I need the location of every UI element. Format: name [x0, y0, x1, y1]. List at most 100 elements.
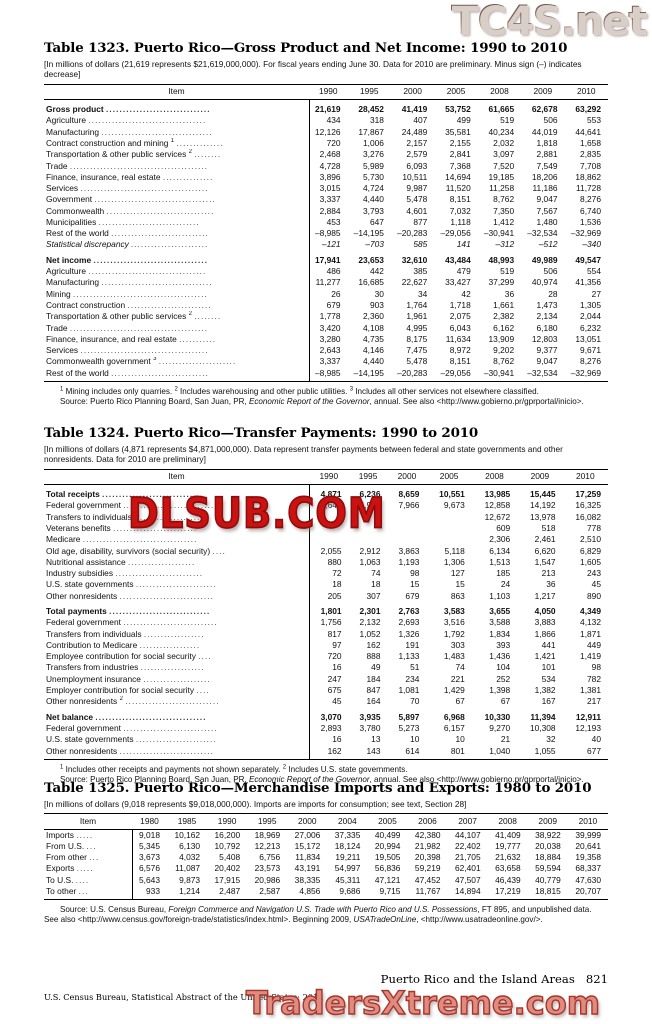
- data-cell: 20,994: [374, 840, 401, 851]
- table-row: Trade ..................................…: [44, 322, 608, 335]
- data-cell: 534: [541, 673, 556, 684]
- data-cell: 585: [413, 239, 428, 250]
- data-cell: 3,280: [308, 334, 348, 346]
- row-label: U.S. state governments .................…: [46, 579, 217, 590]
- data-cell: 28: [548, 288, 558, 299]
- row-label: Net income .............................…: [46, 254, 209, 265]
- data-cell: 45: [591, 579, 601, 590]
- row-label: Mining .................................…: [46, 288, 208, 299]
- data-cell: 4,132: [580, 617, 601, 628]
- data-cell: 2,075: [449, 311, 471, 322]
- data-cell: 98: [591, 662, 601, 673]
- data-cell: 1,658: [580, 137, 601, 148]
- data-cell: 243: [587, 568, 601, 579]
- data-cell: [388, 512, 427, 523]
- data-cell: –8,985: [308, 228, 348, 240]
- data-cell: 47,630: [575, 874, 601, 885]
- table-body: Gross product ..........................…: [44, 99, 608, 382]
- column-header-year: 2000: [387, 468, 427, 486]
- data-cell: 4,050: [534, 606, 556, 617]
- data-cell: 9,715: [367, 886, 408, 901]
- data-cell: 24,489: [401, 126, 428, 137]
- data-cell: 67: [455, 696, 465, 707]
- data-cell: 13,985: [484, 489, 511, 500]
- data-cell: 11,186: [532, 183, 558, 194]
- column-header-year: 2000: [390, 83, 435, 101]
- data-cell: –512: [538, 239, 558, 250]
- data-cell: 6,756: [259, 852, 281, 863]
- data-cell: 40,974: [531, 277, 558, 288]
- data-cell: 1,792: [443, 628, 465, 639]
- data-cell: [426, 534, 471, 545]
- column-header-year: 2009: [521, 83, 565, 101]
- data-cell: 2,032: [493, 137, 515, 148]
- data-cell: 1,381: [580, 685, 601, 696]
- data-cell: 5,643: [131, 875, 167, 887]
- row-label: Imports .....: [46, 829, 94, 840]
- column-header-year: 1995: [247, 813, 288, 830]
- data-cell: 43,191: [294, 863, 321, 874]
- row-label: Trade ..................................…: [46, 160, 209, 171]
- data-cell: 11,394: [530, 711, 556, 722]
- data-cell: 8,762: [493, 194, 515, 205]
- table-row: Imports ..... 9,018 10,162 16,200 18,969 27,0…: [44, 829, 608, 841]
- data-cell: 4,108: [362, 322, 384, 333]
- data-cell: 30: [374, 288, 384, 299]
- data-cell: –14,195: [353, 228, 384, 239]
- data-cell: –32,534: [527, 228, 558, 239]
- data-cell: 40,779: [535, 874, 561, 885]
- data-cell: 4,995: [406, 322, 428, 333]
- data-cell: 26: [308, 289, 348, 301]
- column-header-year: 2008: [477, 83, 522, 101]
- data-cell: 8,762: [493, 356, 515, 367]
- data-cell: 4,871: [308, 484, 349, 501]
- data-cell: 16: [308, 734, 349, 746]
- data-cell: [426, 512, 471, 523]
- data-cell: 18,862: [575, 171, 601, 182]
- data-cell: 72: [308, 568, 349, 580]
- data-cell: –20,283: [390, 368, 435, 382]
- row-label: Agriculture ............................…: [46, 115, 207, 126]
- data-cell: 185: [496, 568, 511, 579]
- row-label: Medicare ...............................…: [46, 534, 198, 545]
- data-cell: 36: [546, 579, 556, 590]
- data-cell: 7,567: [536, 205, 558, 216]
- table-row: Contract construction and mining 1 .....…: [44, 137, 608, 150]
- row-label: From U.S. ...: [46, 840, 97, 851]
- data-cell: 9,047: [536, 194, 558, 205]
- data-cell: 4,724: [362, 183, 384, 194]
- data-cell: 45: [308, 696, 349, 708]
- table-row: Municipalities .........................…: [44, 217, 608, 229]
- column-header-year: 2000: [287, 813, 328, 830]
- data-cell: 3,655: [489, 606, 511, 617]
- table-title: Table 1324. Puerto Rico—Transfer Payment…: [44, 425, 479, 441]
- data-cell: 7,520: [493, 160, 515, 171]
- data-cell: 801: [426, 746, 472, 760]
- data-cell: 2,155: [449, 137, 471, 148]
- data-cell: 1,473: [536, 300, 558, 311]
- data-cell: 6,620: [534, 545, 556, 556]
- data-cell: 7,475: [406, 345, 428, 356]
- column-header-year: 1990: [207, 813, 248, 830]
- data-cell: 12,126: [308, 127, 348, 139]
- data-cell: 20,398: [414, 852, 441, 863]
- column-header-year: 2005: [426, 468, 472, 486]
- data-cell: 6,740: [580, 205, 601, 216]
- data-cell: 62,401: [454, 863, 481, 874]
- table-row: Mining .................................…: [44, 288, 608, 301]
- data-cell: 33,427: [445, 277, 471, 288]
- data-cell: 2,461: [534, 534, 556, 545]
- data-cell: 9,873: [179, 874, 201, 885]
- data-cell: 679: [405, 590, 420, 601]
- data-cell: 19,185: [488, 171, 515, 182]
- data-cell: 9,686: [327, 886, 368, 901]
- data-cell: 2,055: [308, 546, 349, 557]
- data-cell: –32,969: [564, 368, 608, 382]
- data-cell: 2,912: [359, 545, 381, 556]
- data-cell: 9,047: [536, 356, 558, 367]
- data-cell: 4,032: [179, 852, 201, 863]
- data-cell: 49,547: [575, 254, 601, 265]
- row-label: Rest of the world ......................…: [44, 367, 309, 382]
- data-cell: –29,056: [434, 368, 478, 382]
- data-cell: 19,211: [335, 852, 361, 863]
